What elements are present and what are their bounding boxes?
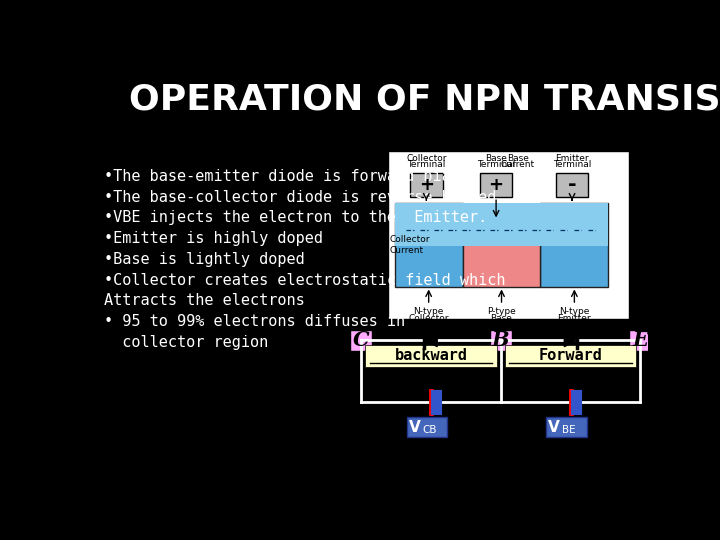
- Text: •Collector creates electrostatic field which: •Collector creates electrostatic field w…: [104, 273, 505, 288]
- Text: Current: Current: [500, 160, 535, 169]
- Text: N-type: N-type: [559, 307, 590, 315]
- Bar: [395, 204, 463, 287]
- Bar: [540, 204, 608, 287]
- Text: Collector
Current: Collector Current: [390, 235, 431, 255]
- Bar: [556, 173, 588, 197]
- Text: •The base-collector diode is reverse biased: •The base-collector diode is reverse bia…: [104, 190, 496, 205]
- Bar: [365, 345, 497, 367]
- Bar: [407, 417, 447, 437]
- Bar: [410, 173, 443, 197]
- Text: V: V: [409, 420, 420, 435]
- Text: Base: Base: [490, 314, 513, 322]
- Bar: [629, 330, 651, 351]
- Bar: [480, 173, 513, 197]
- Text: +: +: [419, 176, 434, 194]
- Text: Base: Base: [507, 154, 528, 163]
- Bar: [351, 330, 372, 351]
- Text: C: C: [353, 330, 369, 350]
- Text: Collector: Collector: [406, 154, 446, 163]
- Text: backward: backward: [395, 348, 467, 363]
- Text: •VBE injects the electron to the  Emitter.: •VBE injects the electron to the Emitter…: [104, 211, 487, 225]
- Polygon shape: [425, 334, 437, 347]
- Text: Terminal: Terminal: [408, 160, 446, 169]
- Text: Terminal: Terminal: [477, 160, 516, 169]
- Text: N-type: N-type: [413, 307, 444, 315]
- Bar: [505, 345, 636, 367]
- Bar: [490, 330, 512, 351]
- Text: collector region: collector region: [104, 335, 268, 350]
- Text: •The base-emitter diode is forward biased: •The base-emitter diode is forward biase…: [104, 168, 478, 184]
- Text: Forward: Forward: [539, 348, 603, 363]
- Text: •Base is lightly doped: •Base is lightly doped: [104, 252, 305, 267]
- Text: +: +: [489, 176, 503, 194]
- Text: Attracts the electrons: Attracts the electrons: [104, 294, 305, 308]
- Bar: [546, 417, 587, 437]
- Text: E: E: [632, 330, 648, 350]
- Text: •Emitter is highly doped: •Emitter is highly doped: [104, 231, 323, 246]
- Text: P-type: P-type: [487, 307, 516, 315]
- Polygon shape: [564, 334, 577, 347]
- Bar: [395, 204, 608, 246]
- Text: B: B: [492, 330, 510, 350]
- Text: Collector: Collector: [408, 314, 449, 322]
- Bar: [463, 220, 540, 287]
- Text: Emitter: Emitter: [555, 154, 589, 163]
- Text: V: V: [549, 420, 560, 435]
- Text: CB: CB: [423, 425, 437, 435]
- Text: BE: BE: [562, 425, 575, 435]
- Text: Emitter: Emitter: [557, 314, 591, 322]
- Text: OPERATION OF NPN TRANSISTOR: OPERATION OF NPN TRANSISTOR: [129, 83, 720, 117]
- Text: -: -: [568, 175, 577, 195]
- Text: Base: Base: [485, 154, 507, 163]
- Bar: [388, 151, 629, 319]
- Text: • 95 to 99% electrons diffuses in: • 95 to 99% electrons diffuses in: [104, 314, 405, 329]
- Text: Terminal: Terminal: [553, 160, 591, 169]
